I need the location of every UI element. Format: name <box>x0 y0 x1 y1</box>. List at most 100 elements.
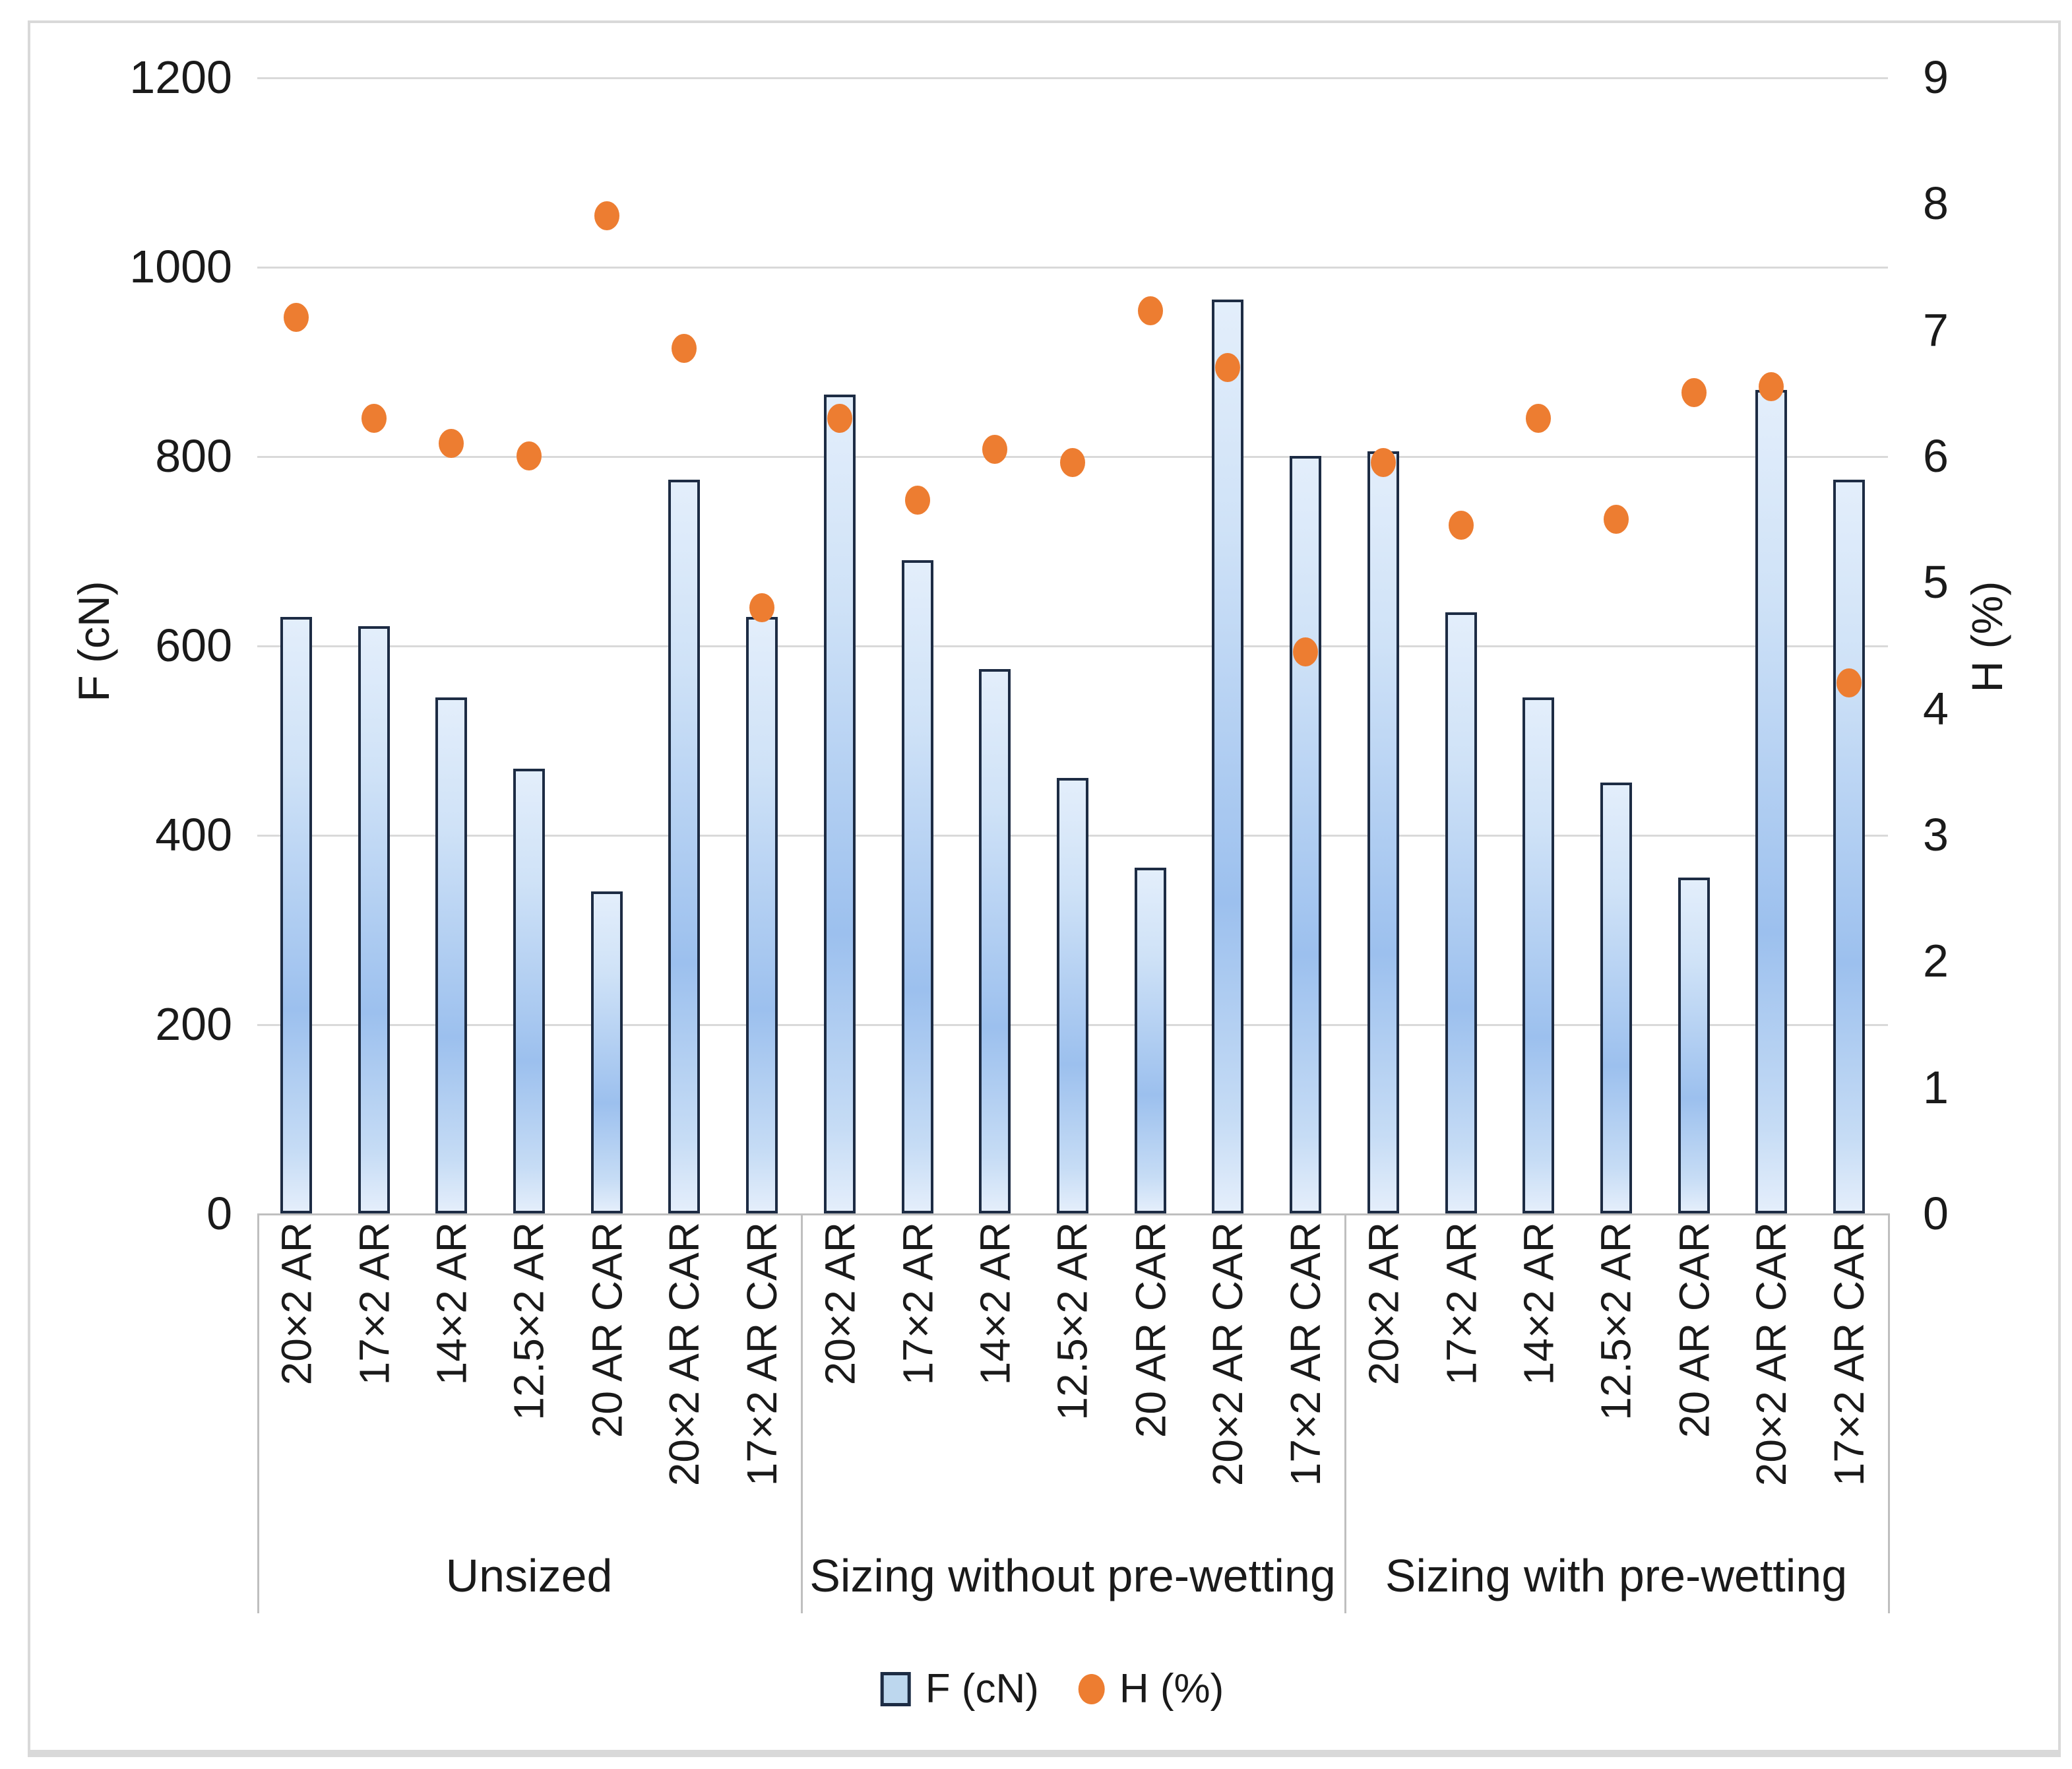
category-label: 14×2 AR <box>971 1222 1019 1386</box>
category-label: 12.5×2 AR <box>505 1222 553 1421</box>
category-label: 17×2 AR <box>1437 1222 1485 1386</box>
marker-20×2-AR-CAR-g3 <box>1759 372 1784 401</box>
right-axis-tick-5: 5 <box>1923 556 1949 608</box>
group-title-1: Unsized <box>445 1550 613 1601</box>
right-axis-tick-3: 3 <box>1923 809 1949 860</box>
category-label: 20×2 AR <box>1360 1222 1407 1386</box>
frame-top <box>28 20 2061 23</box>
right-axis-tick-1: 1 <box>1923 1062 1949 1113</box>
marker-14×2-AR-g3 <box>1526 404 1551 433</box>
right-axis-tick-9: 9 <box>1923 51 1949 103</box>
category-label: 20×2 AR <box>272 1222 320 1386</box>
marker-20×2-AR-g3 <box>1371 448 1396 477</box>
marker-12.5×2-AR-g1 <box>517 441 542 470</box>
right-axis-tick-4: 4 <box>1923 683 1949 734</box>
left-axis-tick-1200: 1200 <box>129 51 232 103</box>
bar-20×2-AR-CAR-g3 <box>1755 390 1787 1213</box>
marker-17×2-AR-g1 <box>361 404 387 433</box>
bar-17×2-AR-CAR-g1 <box>746 617 778 1213</box>
marker-20×2-AR-g1 <box>284 303 309 332</box>
category-label: 12.5×2 AR <box>1592 1222 1640 1421</box>
category-label: 20×2 AR <box>816 1222 863 1386</box>
bar-17×2-AR-g1 <box>358 626 390 1213</box>
group-separator-1 <box>801 1213 803 1613</box>
legend-label: F (cN) <box>925 1666 1039 1712</box>
marker-20-AR-CAR-g2 <box>1138 296 1163 325</box>
category-label: 20×2 AR CAR <box>1747 1222 1795 1487</box>
group-title-2: Sizing without pre-wetting <box>809 1550 1336 1601</box>
frame-right <box>2058 20 2061 1756</box>
category-label: 17×2 AR <box>350 1222 398 1386</box>
group-title-3: Sizing with pre-wetting <box>1385 1550 1848 1601</box>
group-separator-2 <box>1344 1213 1346 1613</box>
bar-17×2-AR-CAR-g3 <box>1833 480 1865 1213</box>
marker-12.5×2-AR-g2 <box>1060 448 1085 477</box>
left-axis-tick-0: 0 <box>206 1188 232 1239</box>
gridline-1200 <box>257 77 1888 79</box>
marker-17×2-AR-CAR-g3 <box>1837 668 1862 697</box>
bar-20×2-AR-g3 <box>1367 451 1399 1213</box>
category-label: 20×2 AR CAR <box>1204 1222 1251 1487</box>
bar-17×2-AR-g3 <box>1445 612 1477 1213</box>
marker-12.5×2-AR-g3 <box>1604 505 1629 534</box>
category-axis-line <box>257 1213 1888 1215</box>
bar-14×2-AR-g3 <box>1523 697 1554 1213</box>
category-label: 17×2 AR CAR <box>738 1222 786 1487</box>
marker-17×2-AR-CAR-g2 <box>1293 637 1318 666</box>
marker-20×2-AR-CAR-g2 <box>1215 353 1240 382</box>
marker-20-AR-CAR-g3 <box>1681 378 1707 407</box>
bar-17×2-AR-g2 <box>902 560 933 1213</box>
legend: F (cN) H (%) <box>880 1665 1224 1712</box>
right-axis-tick-0: 0 <box>1923 1188 1949 1239</box>
group-separator-0 <box>257 1213 259 1613</box>
right-axis-tick-6: 6 <box>1923 430 1949 482</box>
gridline-1000 <box>257 267 1888 269</box>
category-label: 20 AR CAR <box>1670 1222 1718 1438</box>
category-label: 20×2 AR CAR <box>660 1222 708 1487</box>
category-label: 14×2 AR <box>1515 1222 1562 1386</box>
bar-20×2-AR-CAR-g1 <box>668 480 700 1213</box>
bar-12.5×2-AR-g1 <box>513 769 545 1213</box>
category-label: 17×2 AR <box>894 1222 941 1386</box>
legend-item-h%: H (%) <box>1078 1665 1224 1712</box>
right-axis-tick-7: 7 <box>1923 304 1949 356</box>
bar-14×2-AR-g1 <box>435 697 467 1213</box>
marker-17×2-AR-CAR-g1 <box>749 593 774 622</box>
right-axis-tick-8: 8 <box>1923 177 1949 229</box>
category-label: 17×2 AR CAR <box>1282 1222 1329 1487</box>
legend-label: H (%) <box>1119 1666 1224 1712</box>
category-label: 17×2 AR CAR <box>1825 1222 1873 1487</box>
left-axis-tick-600: 600 <box>155 620 232 671</box>
category-label: 20 AR CAR <box>1127 1222 1174 1438</box>
bar-17×2-AR-CAR-g2 <box>1290 456 1321 1213</box>
left-axis-tick-800: 800 <box>155 430 232 482</box>
group-separator-3 <box>1888 1213 1890 1613</box>
frame-bottom-band <box>28 1750 2061 1757</box>
left-axis-tick-400: 400 <box>155 809 232 860</box>
bar-20-AR-CAR-g1 <box>591 891 623 1213</box>
left-axis-tick-1000: 1000 <box>129 241 232 292</box>
frame-left <box>28 20 30 1756</box>
bar-14×2-AR-g2 <box>979 669 1011 1213</box>
right-axis-tick-2: 2 <box>1923 935 1949 986</box>
marker-14×2-AR-g2 <box>982 435 1007 464</box>
bar-20-AR-CAR-g3 <box>1678 878 1710 1213</box>
category-label: 12.5×2 AR <box>1049 1222 1096 1421</box>
bar-20-AR-CAR-g2 <box>1135 868 1166 1213</box>
bar-12.5×2-AR-g2 <box>1057 778 1088 1213</box>
bar-12.5×2-AR-g3 <box>1600 783 1632 1213</box>
bar-20×2-AR-g2 <box>824 395 856 1213</box>
marker-20×2-AR-g2 <box>827 404 852 433</box>
category-label: 14×2 AR <box>427 1222 475 1386</box>
legend-bar-marker-icon <box>880 1671 911 1706</box>
gridline-600 <box>257 645 1888 647</box>
legend-item-fcn: F (cN) <box>880 1665 1039 1712</box>
bar-20×2-AR-CAR-g2 <box>1212 300 1243 1213</box>
marker-17×2-AR-g2 <box>905 486 930 515</box>
marker-17×2-AR-g3 <box>1449 511 1474 540</box>
legend-dot-marker-icon <box>1078 1673 1105 1704</box>
marker-20-AR-CAR-g1 <box>594 201 619 230</box>
